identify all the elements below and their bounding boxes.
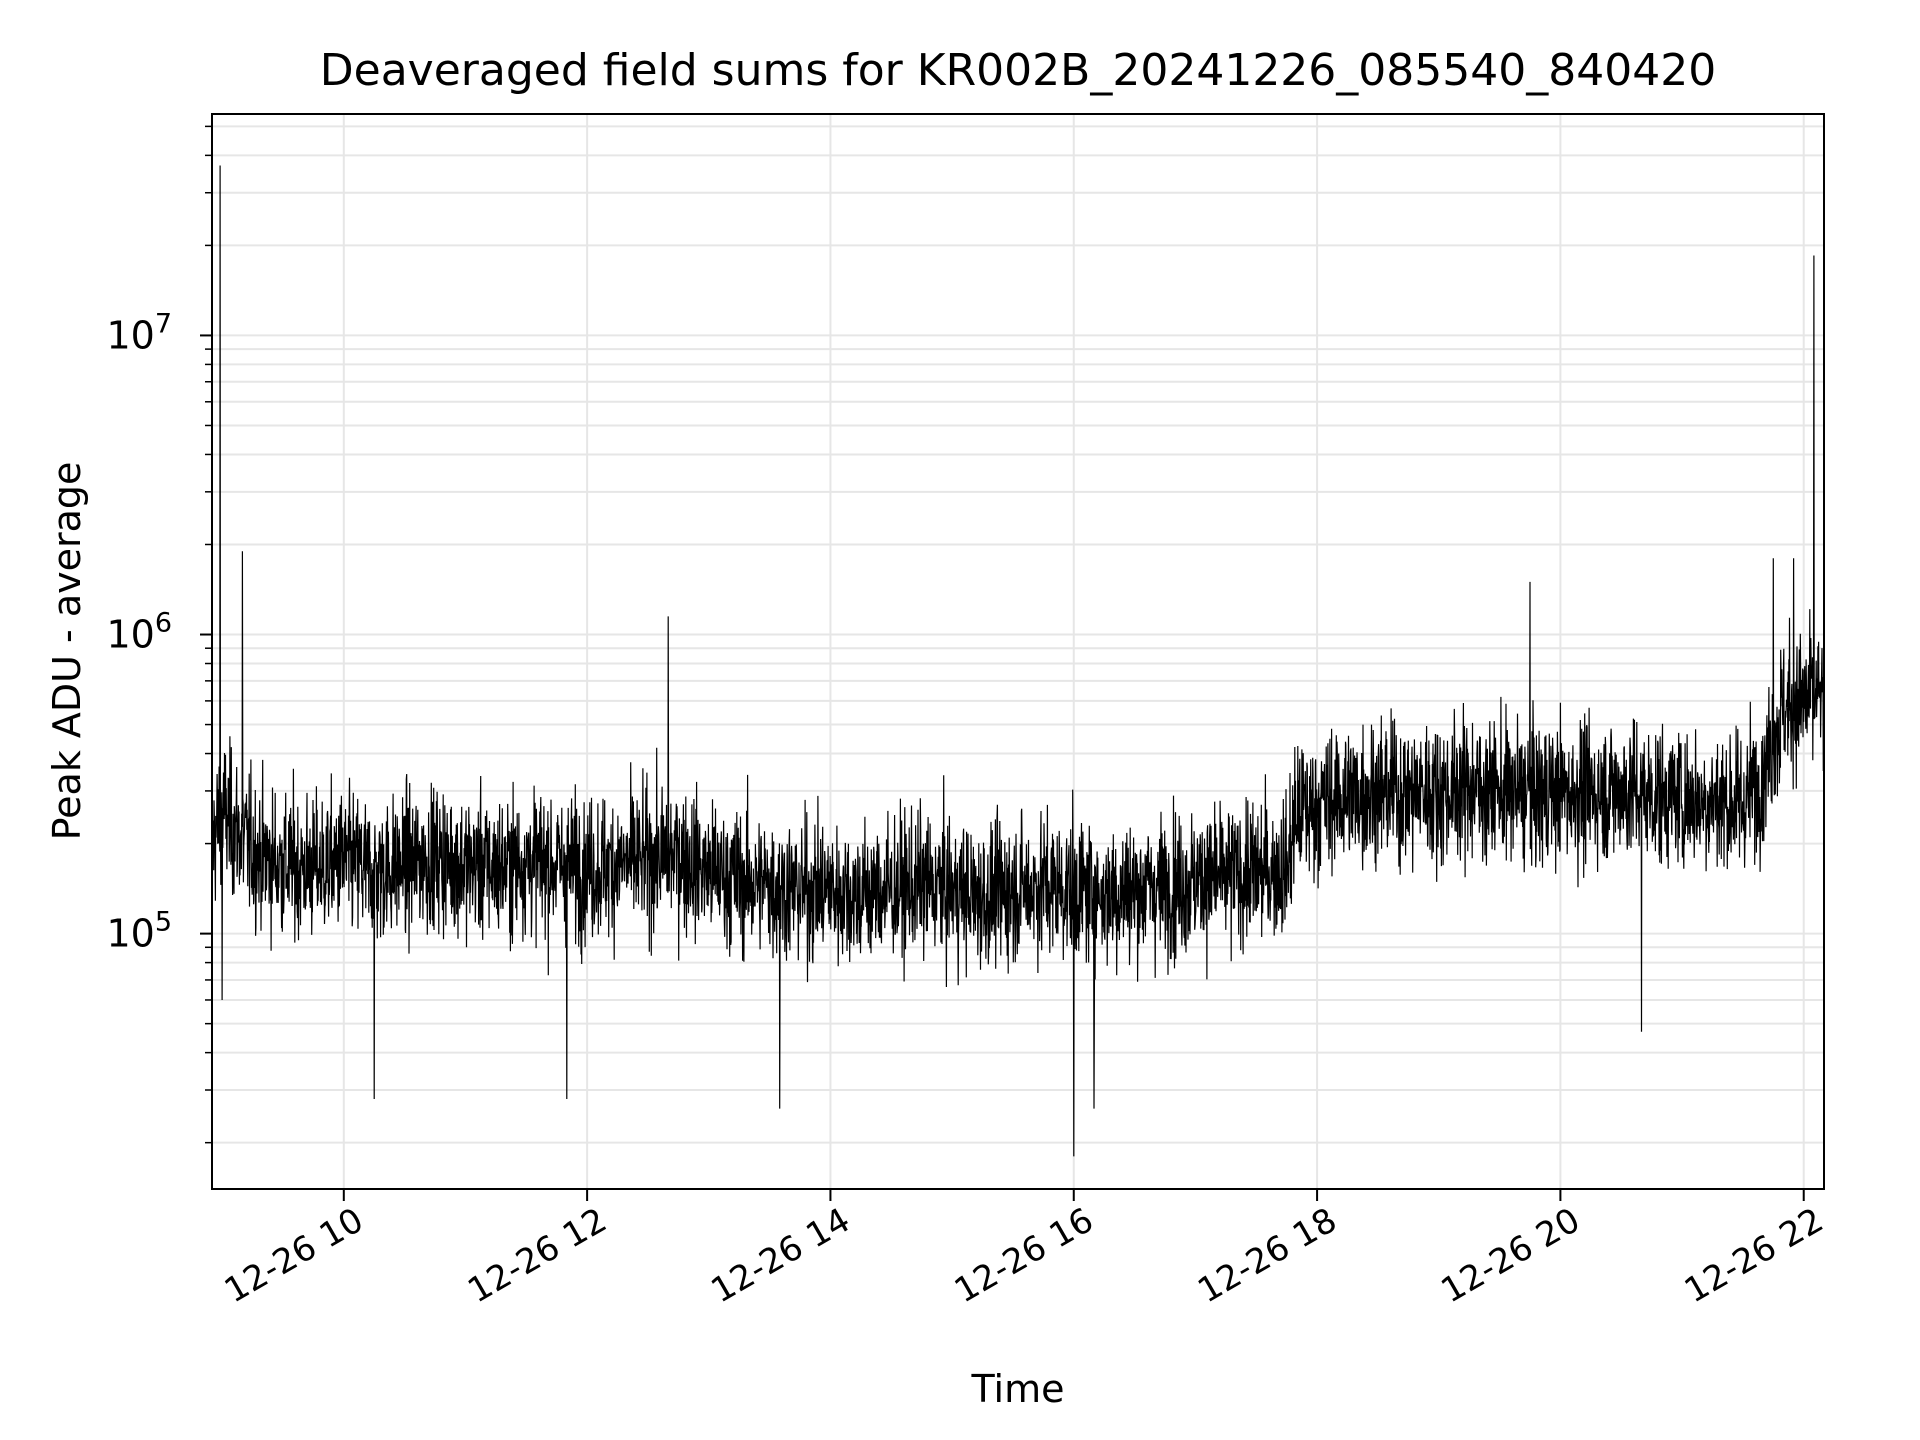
y-tick-label: 105 [106,907,172,956]
x-axis-label: Time [971,1367,1065,1411]
y-tick-label: 106 [106,608,172,657]
y-tick-label: 107 [106,308,172,357]
series-group [212,165,1824,1157]
y-axis-label: Peak ADU - average [45,462,89,841]
plot-frame [211,113,1825,1190]
chart-title: Deaveraged field sums for KR002B_2024122… [320,45,1716,96]
grid [212,114,1824,1189]
series-line [212,165,1824,1157]
